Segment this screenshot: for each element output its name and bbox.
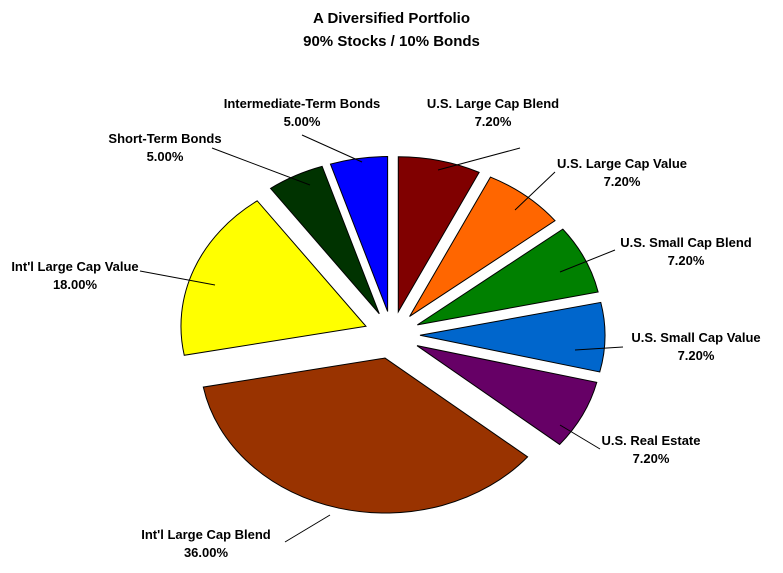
pie-slice-6 <box>180 200 367 356</box>
slice-label-6: Int'l Large Cap Value <box>11 259 138 274</box>
pie-slice-4 <box>416 345 598 446</box>
leader-line-0 <box>437 147 521 171</box>
slice-value-3: 7.20% <box>678 348 715 363</box>
slice-label-8: Intermediate-Term Bonds <box>224 96 381 111</box>
leader-line-7 <box>211 147 311 186</box>
slice-value-0: 7.20% <box>475 114 512 129</box>
slice-value-8: 5.00% <box>284 114 321 129</box>
slice-label-0: U.S. Large Cap Blend <box>427 96 559 111</box>
slice-label-4: U.S. Real Estate <box>602 433 701 448</box>
leader-line-5 <box>284 514 331 543</box>
leader-line-6 <box>139 270 216 286</box>
slice-label-2: U.S. Small Cap Blend <box>620 235 752 250</box>
slice-label-3: U.S. Small Cap Value <box>631 330 760 345</box>
slice-value-2: 7.20% <box>668 253 705 268</box>
leader-line-8 <box>301 134 363 163</box>
leader-line-4 <box>559 424 601 450</box>
slice-value-1: 7.20% <box>604 174 641 189</box>
pie-slice-2 <box>417 228 599 326</box>
pie-slice-3 <box>419 301 606 373</box>
slice-label-5: Int'l Large Cap Blend <box>141 527 271 542</box>
slice-value-4: 7.20% <box>633 451 670 466</box>
pie-slice-0 <box>397 156 480 314</box>
pie-slice-1 <box>409 176 556 317</box>
pie-slice-8 <box>329 155 389 312</box>
leader-line-2 <box>559 249 616 273</box>
leader-line-1 <box>514 171 556 211</box>
pie-slice-7 <box>269 165 380 315</box>
chart-subtitle: 90% Stocks / 10% Bonds <box>303 33 480 50</box>
slice-label-7: Short-Term Bonds <box>108 131 221 146</box>
leader-line-3 <box>574 346 624 351</box>
chart-title: A Diversified Portfolio <box>313 10 470 27</box>
slice-value-7: 5.00% <box>147 149 184 164</box>
slice-value-6: 18.00% <box>53 277 98 292</box>
slice-value-5: 36.00% <box>184 545 229 560</box>
slice-label-1: U.S. Large Cap Value <box>557 156 687 171</box>
pie-slice-5 <box>202 357 529 514</box>
